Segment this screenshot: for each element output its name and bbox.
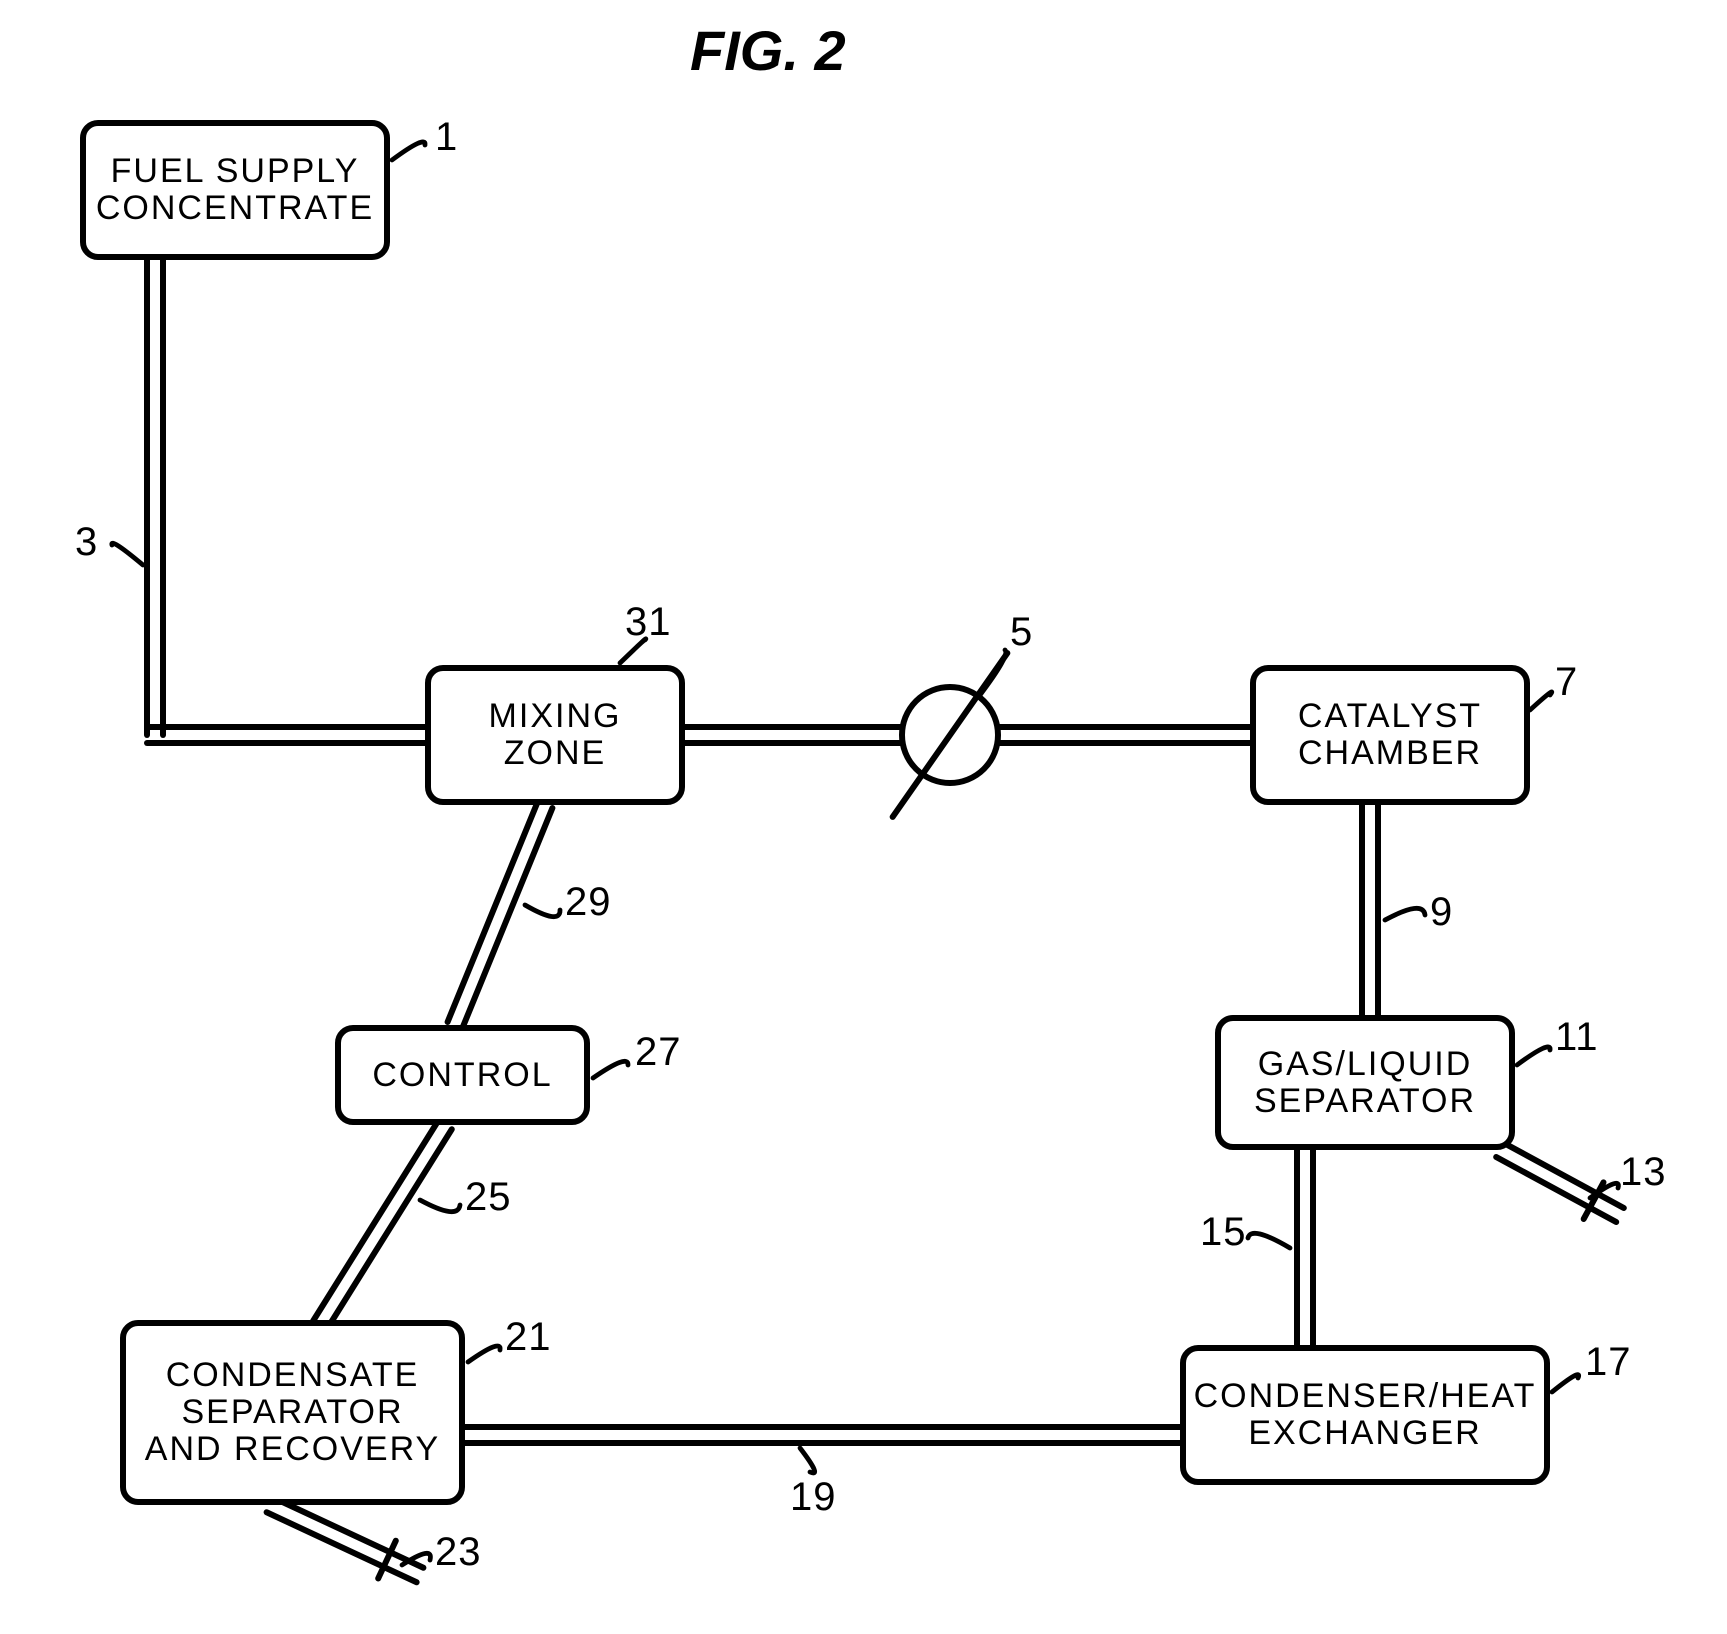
ref-15: 15 <box>1200 1210 1247 1255</box>
ref-27: 27 <box>635 1030 682 1075</box>
ref-7: 7 <box>1555 660 1578 705</box>
ref-9: 9 <box>1430 890 1453 935</box>
box-label-line: ZONE <box>504 735 606 772</box>
ref-23: 23 <box>435 1530 482 1575</box>
ref-31: 31 <box>625 600 672 645</box>
box-label-line: CONTROL <box>372 1057 552 1094</box>
ref-13: 13 <box>1620 1150 1667 1195</box>
box-label-line: MIXING <box>489 698 622 735</box>
box-label-line: SEPARATOR <box>1254 1083 1476 1120</box>
box-label-line: AND RECOVERY <box>145 1431 440 1468</box>
ref-21: 21 <box>505 1315 552 1360</box>
diagram-stage: FIG. 2 FUEL SUPPLYCONCENTRATEMIXINGZONEC… <box>0 0 1727 1634</box>
box-mixing: MIXINGZONE <box>425 665 685 805</box>
box-label-line: CATALYST <box>1298 698 1482 735</box>
box-label-line: SEPARATOR <box>181 1394 403 1431</box>
ref-11: 11 <box>1555 1015 1599 1060</box>
ref-5: 5 <box>1010 610 1033 655</box>
box-label-line: EXCHANGER <box>1248 1415 1481 1452</box>
box-condenser: CONDENSER/HEATEXCHANGER <box>1180 1345 1550 1485</box>
ref-25: 25 <box>465 1175 512 1220</box>
box-label-line: CONCENTRATE <box>96 190 374 227</box>
box-label-line: CONDENSER/HEAT <box>1194 1378 1537 1415</box>
box-label-line: FUEL SUPPLY <box>111 153 360 190</box>
box-condsep: CONDENSATESEPARATORAND RECOVERY <box>120 1320 465 1505</box>
box-catalyst: CATALYSTCHAMBER <box>1250 665 1530 805</box>
ref-17: 17 <box>1585 1340 1632 1385</box>
box-label-line: CONDENSATE <box>166 1357 420 1394</box>
box-gls: GAS/LIQUIDSEPARATOR <box>1215 1015 1515 1150</box>
box-fuel: FUEL SUPPLYCONCENTRATE <box>80 120 390 260</box>
ref-1: 1 <box>435 115 458 160</box>
ref-3: 3 <box>75 520 98 565</box>
box-label-line: GAS/LIQUID <box>1258 1046 1473 1083</box>
ref-19: 19 <box>790 1475 837 1520</box>
box-control: CONTROL <box>335 1025 590 1125</box>
ref-29: 29 <box>565 880 612 925</box>
box-label-line: CHAMBER <box>1298 735 1482 772</box>
